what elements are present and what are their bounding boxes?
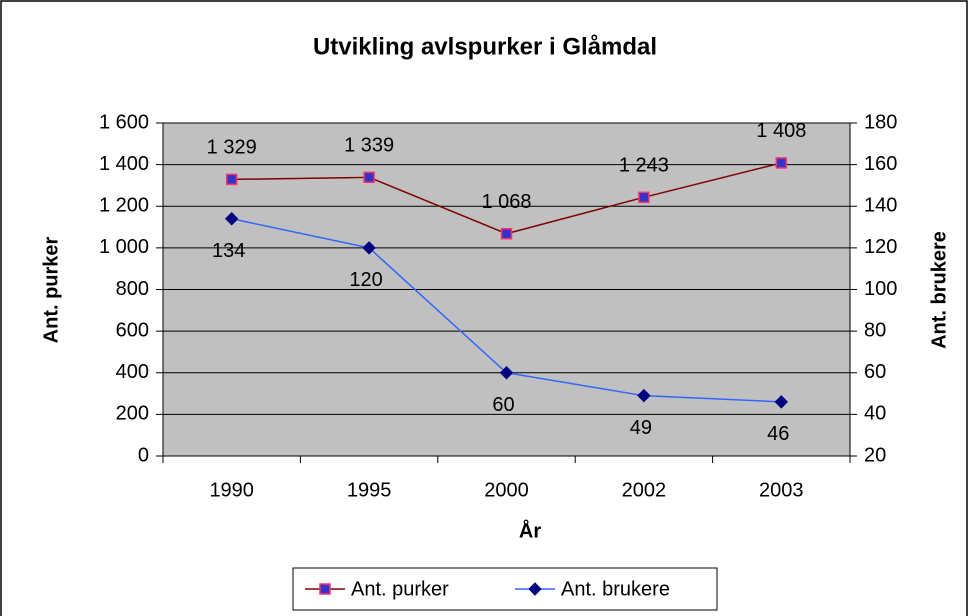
data-point (638, 191, 650, 204)
data-point (499, 366, 514, 380)
data-label: 120 (349, 269, 382, 291)
legend: Ant. purker Ant. brukere (292, 567, 718, 611)
x-tick-label: 2000 (484, 479, 529, 501)
data-label: 134 (212, 240, 245, 262)
y2-tick-label: 140 (864, 195, 897, 217)
x-tick-label: 2002 (622, 479, 667, 501)
legend-box (292, 567, 718, 611)
y2-tick-label: 40 (864, 403, 886, 425)
data-point (500, 227, 513, 240)
legend-marker (528, 582, 542, 596)
data-point (775, 157, 788, 169)
data-label: 1 339 (344, 135, 394, 157)
x-tick-label: 1995 (347, 479, 392, 501)
y2-tick-label: 120 (864, 236, 897, 258)
y-tick-label: 600 (116, 319, 149, 341)
data-point (363, 171, 375, 184)
data-label: 1 068 (481, 191, 531, 213)
y2-tick-label: 60 (864, 361, 886, 383)
legend-marker (319, 583, 331, 595)
y-tick-label: 1 200 (99, 195, 149, 217)
y-axis-label: Ant. purker (40, 236, 62, 343)
data-point (224, 212, 239, 226)
data-label: 49 (630, 417, 652, 439)
data-point (362, 241, 376, 255)
data-label: 46 (767, 423, 789, 445)
data-point (225, 173, 238, 186)
x-tick-label: 1990 (209, 479, 254, 501)
y-tick-label: 0 (138, 444, 149, 466)
chart-title: Utvikling avlspurker i Glåmdal (313, 33, 657, 60)
y2-axis-label: Ant. brukere (928, 231, 950, 349)
data-label: 1 243 (619, 155, 669, 177)
y-tick-label: 400 (116, 361, 149, 383)
y2-tick-label: 20 (864, 444, 886, 466)
legend-label: Ant. purker (351, 578, 449, 600)
y2-tick-label: 100 (864, 278, 897, 300)
y2-tick-label: 80 (864, 319, 886, 341)
y2-tick-label: 180 (864, 111, 897, 133)
y-tick-label: 1 600 (99, 111, 149, 133)
data-label: 1 408 (756, 120, 806, 142)
data-label: 60 (492, 394, 514, 416)
data-point (774, 395, 789, 409)
y-tick-label: 1 400 (99, 153, 149, 175)
x-axis-label: År (519, 518, 541, 542)
y-tick-label: 1 000 (99, 236, 149, 258)
x-tick-label: 2003 (759, 479, 804, 501)
y-tick-label: 200 (116, 403, 149, 425)
data-point (637, 388, 651, 403)
data-label: 1 329 (207, 137, 257, 159)
legend-label: Ant. brukere (561, 578, 670, 600)
y2-tick-label: 160 (864, 153, 897, 175)
y-tick-label: 800 (116, 278, 149, 300)
